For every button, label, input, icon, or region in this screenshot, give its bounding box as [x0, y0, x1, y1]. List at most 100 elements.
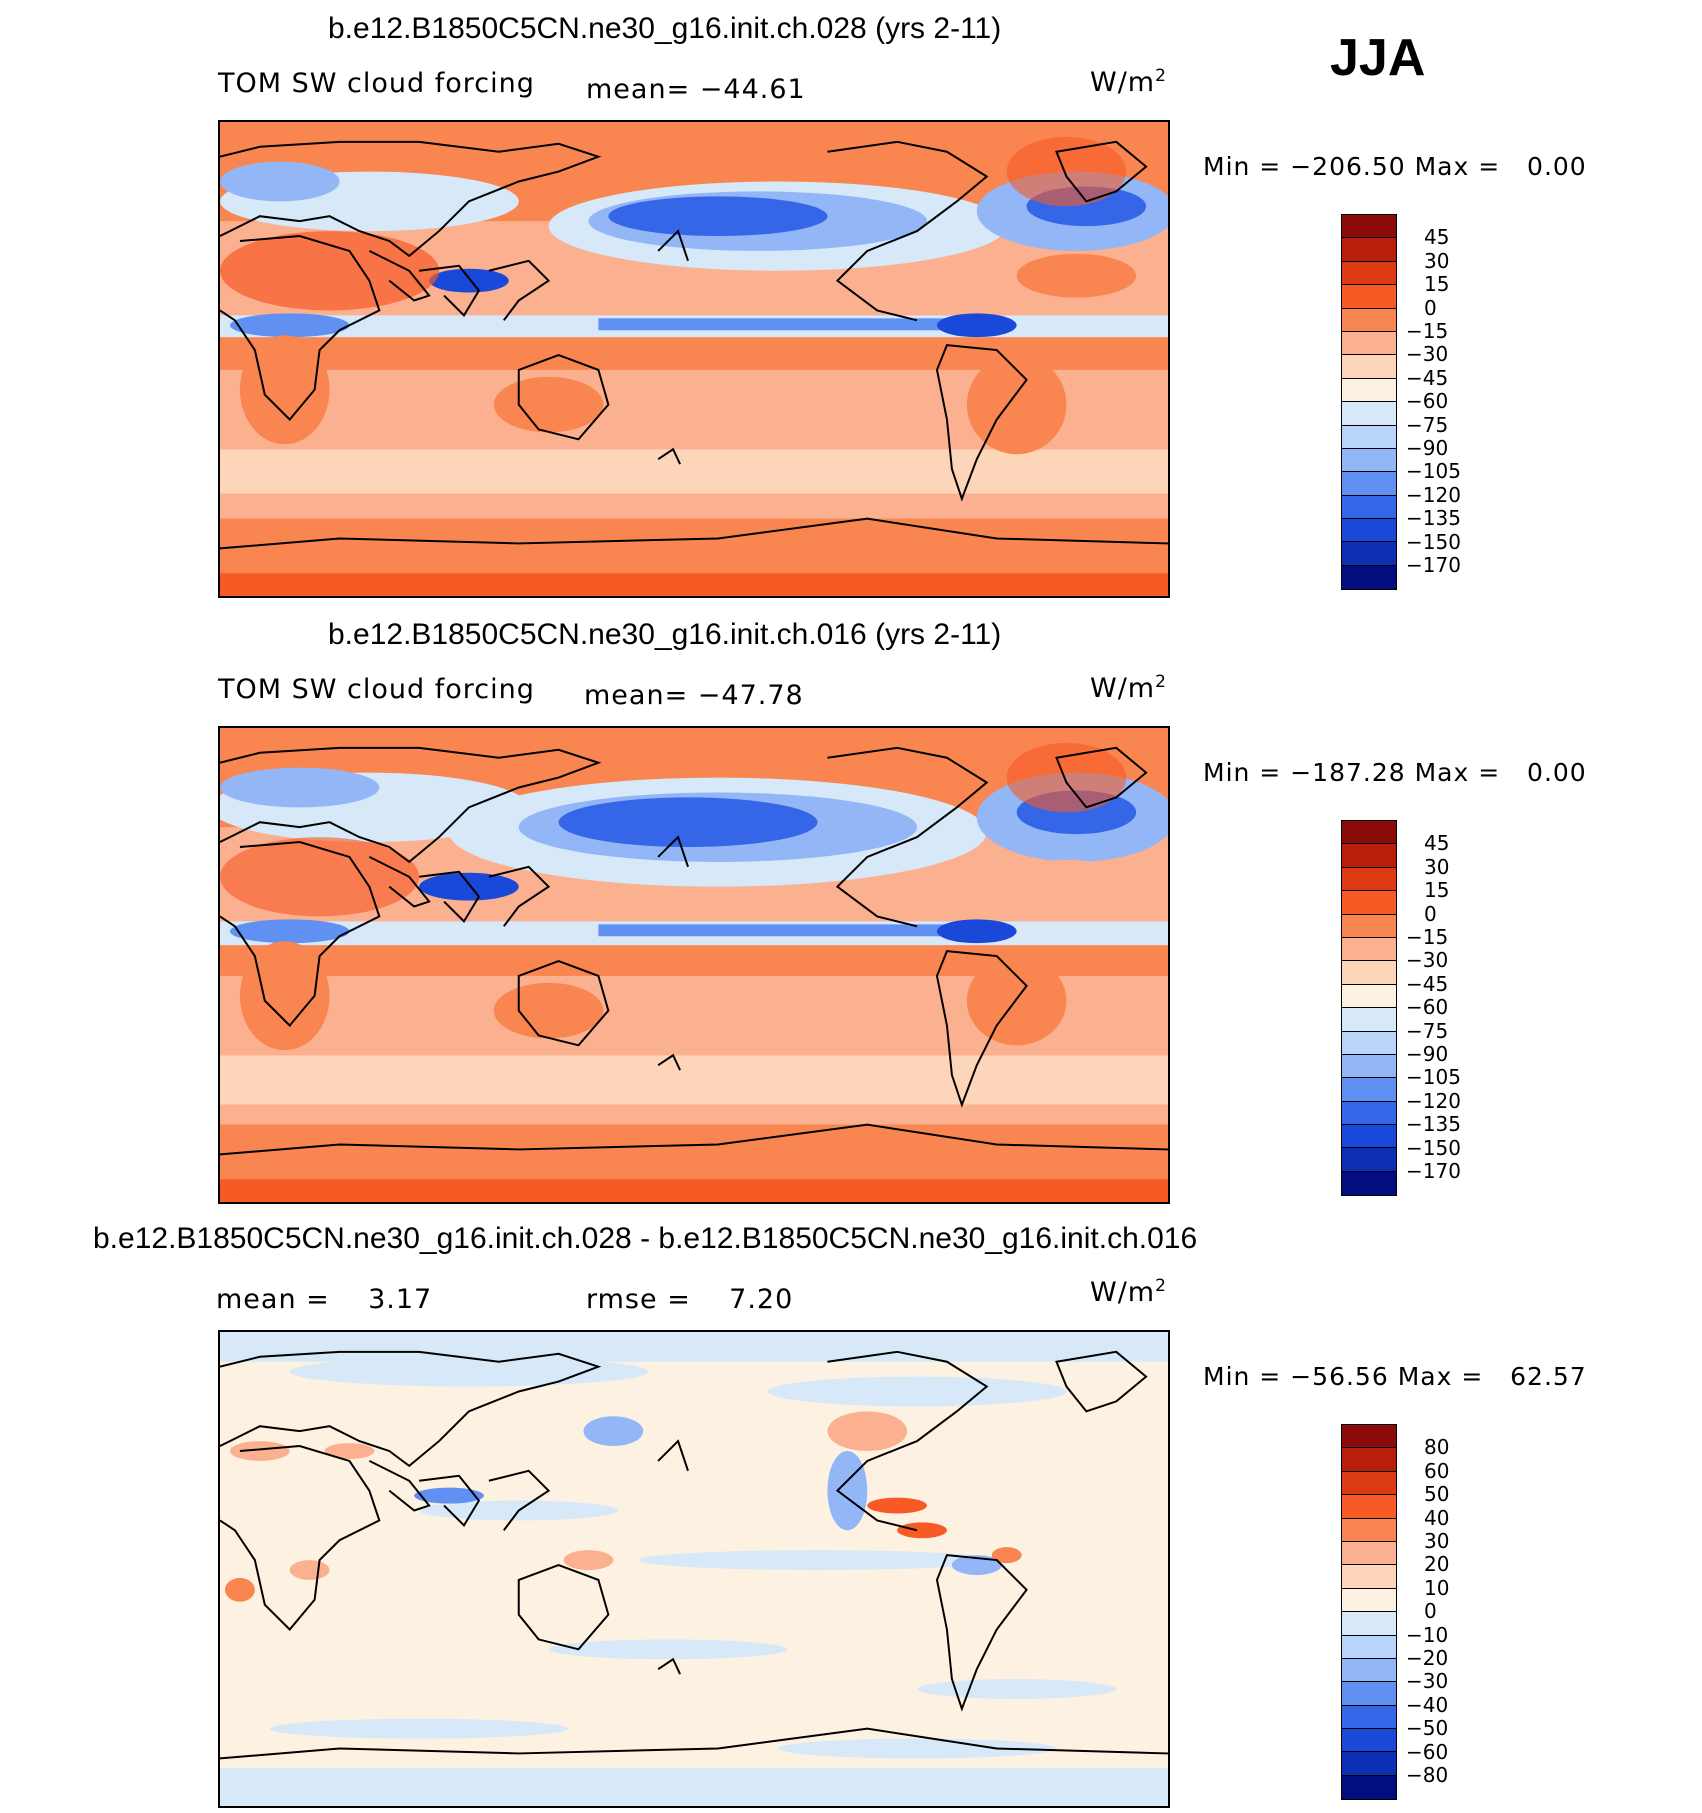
- colorbar-swatch: [1342, 1775, 1396, 1800]
- panel-3-map: [218, 1330, 1170, 1808]
- colorbar-swatch: [1342, 238, 1396, 262]
- colorbar-swatch: [1342, 285, 1396, 309]
- colorbar-swatch: [1342, 1588, 1396, 1613]
- season-label: JJA: [1330, 29, 1426, 87]
- panel-1-minmax: Min = −206.50 Max = 0.00: [1203, 152, 1587, 181]
- colorbar-swatch: [1342, 1658, 1396, 1683]
- panel-1-units: W/m2: [1090, 66, 1167, 98]
- colorbar-tick-label: −60: [1406, 995, 1449, 1020]
- panel-2-map: [218, 726, 1170, 1204]
- colorbar-tick-label: −10: [1406, 1622, 1449, 1647]
- colorbar-swatch: [1342, 914, 1396, 938]
- colorbar-tick-label: 15: [1424, 272, 1450, 297]
- panel-3-mean: mean = 3.17: [216, 1284, 433, 1315]
- panel-2-title: b.e12.B1850C5CN.ne30_g16.init.ch.016 (yr…: [328, 618, 1002, 651]
- colorbar-tick-label: −80: [1406, 1763, 1449, 1787]
- panel-3-minmax: Min = −56.56 Max = 62.57: [1203, 1362, 1587, 1391]
- colorbar-swatch: [1342, 1054, 1396, 1079]
- colorbar-tick-label: 0: [1424, 1599, 1437, 1624]
- colorbar-swatch: [1342, 215, 1396, 239]
- colorbar-tick-label: −170: [1406, 553, 1461, 577]
- panel-2-units: W/m2: [1090, 672, 1167, 704]
- colorbar-swatch: [1342, 1541, 1396, 1566]
- panel-1-variable: TOM SW cloud forcing: [218, 68, 535, 99]
- colorbar-swatch: [1342, 261, 1396, 286]
- colorbar-tick-label: −50: [1406, 1716, 1449, 1741]
- colorbar-swatch: [1342, 308, 1396, 332]
- colorbar-tick-label: −20: [1406, 1646, 1449, 1670]
- colorbar-swatch: [1342, 1495, 1396, 1519]
- colorbar-tick-label: 80: [1424, 1435, 1450, 1460]
- colorbar-tick-label: 30: [1424, 1529, 1450, 1553]
- colorbar-tick-label: −45: [1406, 971, 1449, 996]
- colorbar-tick-label: −15: [1406, 319, 1449, 343]
- colorbar-tick-label: −30: [1406, 948, 1449, 973]
- colorbar-swatch: [1342, 1171, 1396, 1196]
- colorbar-swatch: [1342, 542, 1396, 566]
- colorbar-swatch: [1342, 1008, 1396, 1032]
- colorbar-swatch: [1342, 1101, 1396, 1126]
- panel-2-mean: mean= −47.78: [584, 680, 804, 711]
- colorbar-tick-label: −30: [1406, 1669, 1449, 1694]
- colorbar-swatch: [1342, 1565, 1396, 1589]
- colorbar-tick-label: −105: [1406, 1065, 1461, 1090]
- colorbar-swatch: [1342, 1148, 1396, 1172]
- colorbar-swatch: [1342, 378, 1396, 403]
- panel-3-title: b.e12.B1850C5CN.ne30_g16.init.ch.028 - b…: [93, 1222, 1198, 1255]
- colorbar-tick-label: 40: [1424, 1505, 1450, 1530]
- colorbar-tick-label: −170: [1406, 1159, 1461, 1183]
- colorbar-swatch: [1342, 1612, 1396, 1636]
- colorbar-tick-label: 0: [1424, 901, 1437, 926]
- panel-1-colorbar: [1341, 214, 1397, 591]
- colorbar-swatch: [1342, 821, 1396, 845]
- colorbar-swatch: [1342, 565, 1396, 590]
- colorbar-swatch: [1342, 1752, 1396, 1776]
- colorbar-tick-label: 0: [1424, 295, 1437, 320]
- panel-3-units: W/m2: [1090, 1276, 1167, 1308]
- colorbar-tick-label: −60: [1406, 1739, 1449, 1764]
- colorbar-tick-label: 30: [1424, 854, 1450, 879]
- colorbar-tick-label: −150: [1406, 529, 1461, 554]
- panel-3-rmse: rmse = 7.20: [586, 1284, 794, 1315]
- panel-2-colorbar: [1341, 820, 1397, 1197]
- colorbar-swatch: [1342, 1635, 1396, 1659]
- colorbar-swatch: [1342, 1078, 1396, 1102]
- colorbar-swatch: [1342, 1125, 1396, 1149]
- panel-2-minmax: Min = −187.28 Max = 0.00: [1203, 758, 1587, 787]
- colorbar-swatch: [1342, 448, 1396, 473]
- colorbar-swatch: [1342, 472, 1396, 496]
- panel-3-colorbar: [1341, 1424, 1397, 1801]
- colorbar-swatch: [1342, 937, 1396, 962]
- colorbar-tick-label: 15: [1424, 878, 1450, 903]
- colorbar-swatch: [1342, 402, 1396, 426]
- colorbar-swatch: [1342, 519, 1396, 543]
- colorbar-tick-label: 30: [1424, 248, 1450, 273]
- colorbar-tick-label: −120: [1406, 1088, 1461, 1113]
- colorbar-swatch: [1342, 1729, 1396, 1753]
- panel-2-variable: TOM SW cloud forcing: [218, 674, 535, 705]
- colorbar-tick-label: −90: [1406, 436, 1449, 460]
- colorbar-swatch: [1342, 844, 1396, 868]
- colorbar-tick-label: −90: [1406, 1042, 1449, 1066]
- colorbar-tick-label: 10: [1424, 1575, 1450, 1600]
- colorbar-swatch: [1342, 961, 1396, 985]
- colorbar-tick-label: −135: [1406, 506, 1461, 531]
- colorbar-tick-label: 45: [1424, 225, 1450, 250]
- colorbar-tick-label: 20: [1424, 1552, 1450, 1577]
- colorbar-swatch: [1342, 425, 1396, 449]
- colorbar-tick-label: −75: [1406, 1018, 1449, 1043]
- colorbar-swatch: [1342, 984, 1396, 1009]
- colorbar-swatch: [1342, 1425, 1396, 1449]
- colorbar-swatch: [1342, 1518, 1396, 1542]
- colorbar-tick-label: −75: [1406, 412, 1449, 437]
- colorbar-tick-label: −15: [1406, 925, 1449, 949]
- colorbar-tick-label: −40: [1406, 1692, 1449, 1717]
- colorbar-swatch: [1342, 495, 1396, 520]
- colorbar-swatch: [1342, 1448, 1396, 1472]
- panel-1-map: [218, 120, 1170, 598]
- colorbar-swatch: [1342, 1031, 1396, 1055]
- panel-1-mean: mean= −44.61: [586, 74, 806, 105]
- colorbar-swatch: [1342, 867, 1396, 892]
- colorbar-swatch: [1342, 331, 1396, 356]
- colorbar-tick-label: −120: [1406, 482, 1461, 507]
